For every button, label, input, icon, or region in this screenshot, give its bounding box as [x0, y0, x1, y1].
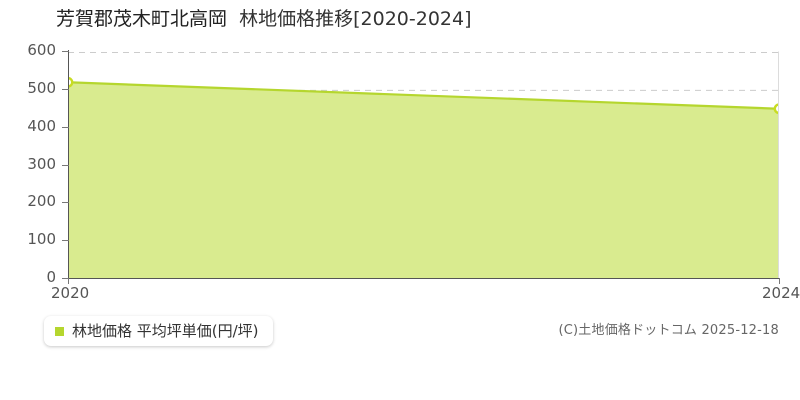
chart-title: 芳賀郡茂木町北高岡 林地価格推移[2020-2024]	[56, 6, 472, 32]
y-axis-tick	[62, 89, 69, 90]
y-axis-label: 400	[27, 117, 56, 135]
y-axis-tick	[62, 278, 69, 279]
data-point-marker[interactable]	[773, 103, 778, 115]
x-axis-tick	[68, 278, 69, 284]
chart-title-place: 芳賀郡茂木町北高岡	[56, 8, 228, 30]
y-axis-label: 300	[27, 155, 56, 173]
chart-legend[interactable]: 林地価格 平均坪単価(円/坪)	[44, 316, 273, 346]
plot-area	[68, 51, 779, 278]
y-axis-tick	[62, 165, 69, 166]
y-axis-label: 500	[27, 79, 56, 97]
data-point-marker[interactable]	[68, 76, 74, 88]
x-axis-line	[68, 278, 780, 279]
plot-clip	[68, 52, 778, 278]
y-axis-label: 0	[46, 268, 56, 286]
y-axis-tick	[62, 240, 69, 241]
legend-swatch-icon	[55, 326, 64, 336]
chart-canvas	[68, 52, 778, 278]
legend-item-label: 林地価格 平均坪単価(円/坪)	[72, 322, 259, 340]
y-axis-tick	[62, 127, 69, 128]
series-line	[68, 81, 778, 110]
x-axis-label: 2024	[762, 284, 800, 302]
copyright-credit: (C)土地価格ドットコム 2025-12-18	[558, 323, 779, 338]
y-axis-line	[68, 50, 69, 279]
y-axis-label: 600	[27, 41, 56, 59]
y-axis-label: 100	[27, 230, 56, 248]
series-area-fill	[68, 82, 778, 278]
chart-title-metric: 林地価格推移[2020-2024]	[239, 8, 472, 30]
y-axis-tick	[62, 202, 69, 203]
x-axis-label: 2020	[51, 284, 90, 302]
y-axis-tick	[62, 51, 69, 52]
series-markers	[68, 76, 778, 115]
x-axis-tick	[779, 278, 780, 284]
y-axis-label: 200	[27, 192, 56, 210]
